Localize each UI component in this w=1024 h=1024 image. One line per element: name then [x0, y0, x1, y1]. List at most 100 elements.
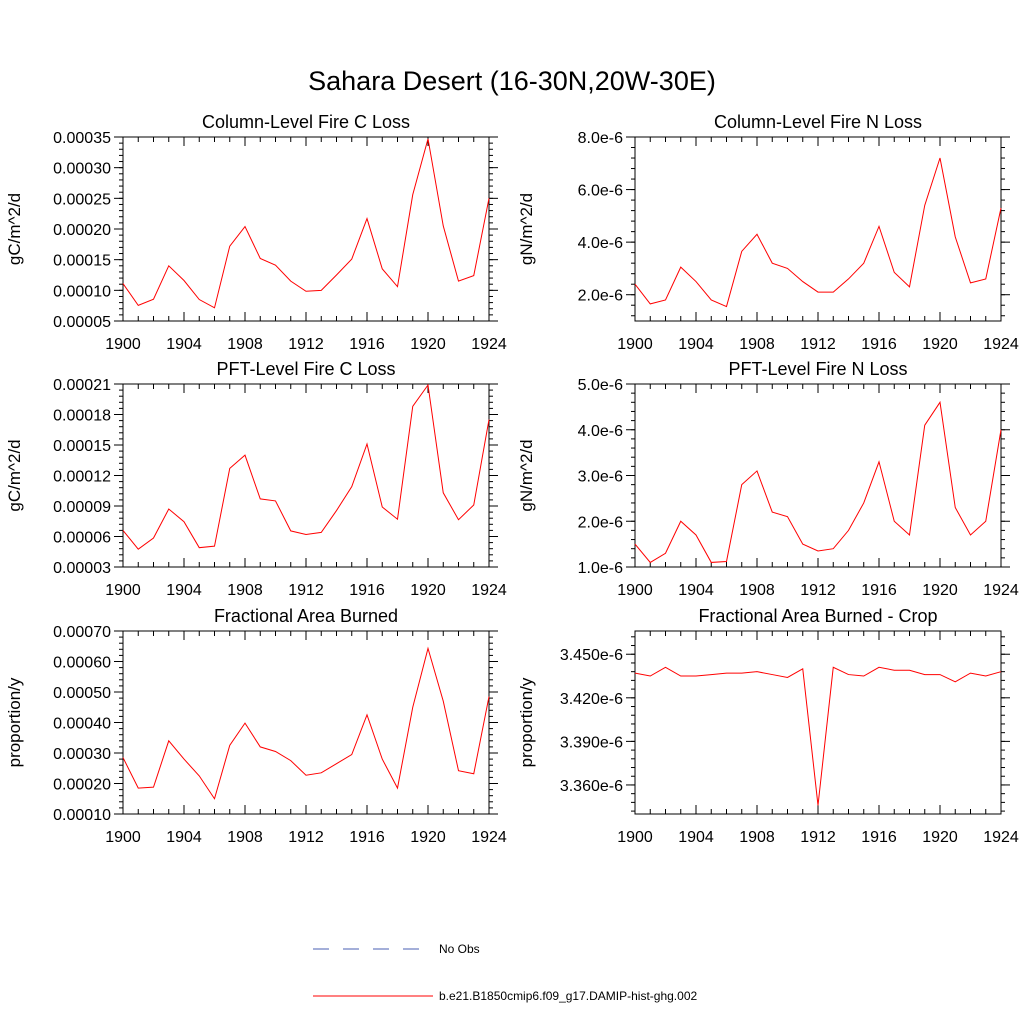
panel-title: Fractional Area Burned — [214, 606, 398, 626]
y-tick-label: 6.0e-6 — [578, 183, 623, 200]
y-tick-label: 0.00012 — [53, 469, 111, 486]
y-tick-label: 0.00003 — [53, 560, 111, 577]
x-tick-label: 1900 — [105, 336, 141, 353]
panel-column-level-fire-c-loss-0: Column-Level Fire C Loss gC/m^2/d 1900 1904… — [5, 112, 507, 353]
x-tick-label: 1916 — [349, 829, 385, 846]
series-line-b-e21-b1850cmip6-f09-g17-damip-hist-ghg-002 — [122, 646, 490, 800]
y-tick-label: 4.0e-6 — [578, 235, 623, 252]
x-tick-label: 1908 — [739, 829, 775, 846]
y-tick-label: 0.00020 — [53, 777, 111, 794]
y-tick-label: 2.0e-6 — [578, 514, 623, 531]
y-tick-label: 5.0e-6 — [578, 377, 623, 394]
x-tick-label: 1900 — [105, 582, 141, 599]
plot-frame — [634, 630, 1002, 815]
y-tick-label: 4.0e-6 — [578, 423, 623, 440]
x-tick-label: 1920 — [922, 582, 958, 599]
x-tick-label: 1920 — [410, 582, 446, 599]
x-tick-label: 1912 — [800, 582, 836, 599]
x-tick-label: 1912 — [288, 336, 324, 353]
y-tick-label: 0.00021 — [53, 377, 111, 394]
panel-fractional-area-burned-crop-5: Fractional Area Burned - Crop proportion/… — [517, 606, 1019, 846]
x-tick-label: 1904 — [166, 582, 202, 599]
x-tick-label: 1924 — [471, 829, 507, 846]
y-axis-label: gC/m^2/d — [5, 193, 24, 265]
panel-title: Fractional Area Burned - Crop — [698, 606, 937, 626]
y-axis-label: gN/m^2/d — [517, 193, 536, 265]
panel-title: Column-Level Fire N Loss — [714, 112, 922, 132]
panel-pft-level-fire-c-loss-2: PFT-Level Fire C Loss gC/m^2/d 1900 1904 190… — [5, 359, 507, 599]
y-axis-label: gC/m^2/d — [5, 439, 24, 511]
y-tick-label: 1.0e-6 — [578, 560, 623, 577]
x-tick-label: 1904 — [678, 336, 714, 353]
y-tick-label: 8.0e-6 — [578, 130, 623, 147]
y-axis-label: gN/m^2/d — [517, 439, 536, 511]
series-line-b-e21-b1850cmip6-f09-g17-damip-hist-ghg-002 — [634, 666, 1002, 806]
y-tick-label: 0.00006 — [53, 530, 111, 547]
x-tick-label: 1908 — [739, 582, 775, 599]
x-tick-label: 1924 — [471, 336, 507, 353]
x-tick-label: 1924 — [983, 829, 1019, 846]
panel-fractional-area-burned-4: Fractional Area Burned proportion/y 1900 19… — [5, 606, 507, 846]
y-tick-label: 0.00020 — [53, 222, 111, 239]
y-tick-label: 0.00070 — [53, 624, 111, 641]
series-line-b-e21-b1850cmip6-f09-g17-damip-hist-ghg-002 — [122, 138, 490, 309]
x-tick-label: 1924 — [471, 582, 507, 599]
y-axis-label: proportion/y — [517, 677, 536, 767]
x-tick-label: 1920 — [410, 336, 446, 353]
legend-label-no-obs: No Obs — [439, 942, 480, 956]
x-tick-label: 1908 — [227, 829, 263, 846]
x-tick-label: 1920 — [410, 829, 446, 846]
x-tick-label: 1916 — [349, 336, 385, 353]
x-tick-label: 1924 — [983, 336, 1019, 353]
series-line-b-e21-b1850cmip6-f09-g17-damip-hist-ghg-002 — [634, 400, 1002, 564]
y-tick-label: 0.00035 — [53, 130, 111, 147]
x-tick-label: 1904 — [678, 829, 714, 846]
y-tick-label: 3.0e-6 — [578, 469, 623, 486]
legend-label-model-run: b.e21.B1850cmip6.f09_g17.DAMIP-hist-ghg.… — [439, 989, 697, 1003]
series-line-b-e21-b1850cmip6-f09-g17-damip-hist-ghg-002 — [634, 157, 1002, 308]
panel-title: PFT-Level Fire C Loss — [216, 359, 395, 379]
y-tick-label: 0.00030 — [53, 161, 111, 178]
y-tick-label: 3.390e-6 — [560, 734, 623, 751]
x-tick-label: 1908 — [227, 582, 263, 599]
plot-frame — [634, 136, 1002, 322]
x-tick-label: 1900 — [617, 829, 653, 846]
y-tick-label: 3.360e-6 — [560, 778, 623, 795]
x-tick-label: 1916 — [861, 829, 897, 846]
plot-frame — [634, 383, 1002, 568]
y-tick-label: 0.00060 — [53, 655, 111, 672]
x-tick-label: 1900 — [617, 336, 653, 353]
x-tick-label: 1900 — [105, 829, 141, 846]
x-tick-label: 1916 — [349, 582, 385, 599]
y-tick-label: 0.00010 — [53, 283, 111, 300]
y-tick-label: 0.00009 — [53, 499, 111, 516]
x-tick-label: 1912 — [288, 829, 324, 846]
y-tick-label: 0.00030 — [53, 746, 111, 763]
x-tick-label: 1908 — [227, 336, 263, 353]
panels-group: Column-Level Fire C Loss gC/m^2/d 1900 1904… — [5, 112, 1019, 846]
x-tick-label: 1912 — [800, 336, 836, 353]
plot-frame — [122, 630, 490, 815]
y-tick-label: 2.0e-6 — [578, 288, 623, 305]
x-tick-label: 1916 — [861, 582, 897, 599]
x-tick-label: 1904 — [166, 336, 202, 353]
x-tick-label: 1900 — [617, 582, 653, 599]
plot-frame — [122, 383, 490, 568]
panel-title: PFT-Level Fire N Loss — [728, 359, 907, 379]
y-tick-label: 0.00025 — [53, 191, 111, 208]
x-tick-label: 1908 — [739, 336, 775, 353]
panel-title: Column-Level Fire C Loss — [202, 112, 410, 132]
x-tick-label: 1916 — [861, 336, 897, 353]
legend: No Obs b.e21.B1850cmip6.f09_g17.DAMIP-hi… — [313, 942, 697, 1003]
y-tick-label: 3.420e-6 — [560, 691, 623, 708]
figure-title: Sahara Desert (16-30N,20W-30E) — [308, 66, 716, 96]
x-tick-label: 1920 — [922, 336, 958, 353]
x-tick-label: 1912 — [288, 582, 324, 599]
plot-frame — [122, 136, 490, 322]
y-axis-label: proportion/y — [5, 677, 24, 767]
y-tick-label: 0.00040 — [53, 716, 111, 733]
y-tick-label: 0.00015 — [53, 253, 111, 270]
series-line-b-e21-b1850cmip6-f09-g17-damip-hist-ghg-002 — [122, 383, 490, 550]
x-tick-label: 1912 — [800, 829, 836, 846]
